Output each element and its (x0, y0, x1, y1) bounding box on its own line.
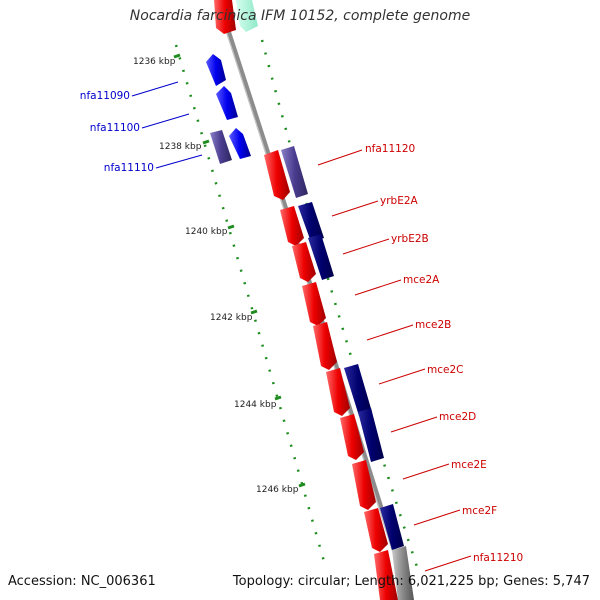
gene-yrbE2B-b[interactable] (308, 234, 334, 280)
gene-yrbE2B[interactable] (292, 242, 316, 282)
gene-yrbE2A[interactable] (280, 206, 304, 246)
gene-label-yrbE2B[interactable]: yrbE2B (391, 233, 429, 245)
gene-mce2B[interactable] (313, 322, 337, 370)
callout-line-nfa11090 (131, 81, 179, 97)
callout-line-nfa11210 (424, 555, 472, 572)
callout-line-mce2A (354, 279, 402, 296)
gene-label-mce2A[interactable]: mce2A (403, 274, 440, 286)
gene-nfa11110[interactable] (229, 128, 251, 159)
gene-label-mce2E[interactable]: mce2E (451, 459, 487, 471)
ruler-label-1240: 1240 kbp (185, 227, 228, 237)
ruler-left-track (174, 44, 327, 566)
gene-nfa11210[interactable] (374, 550, 398, 600)
gene-label-nfa11090[interactable]: nfa11090 (80, 90, 130, 102)
gene-label-nfa11100[interactable]: nfa11100 (90, 122, 140, 134)
gene-mce2F[interactable] (364, 508, 388, 552)
accession-label: Accession: NC_006361 (8, 574, 156, 589)
callout-line-nfa11100 (141, 113, 190, 129)
gene-yrbE2A-b[interactable] (298, 202, 324, 242)
callout-line-nfa11120 (317, 149, 363, 166)
callout-line-mce2E (402, 463, 450, 480)
gene-top-red[interactable] (214, 0, 236, 34)
gene-mce2D-b[interactable] (358, 408, 384, 462)
ruler-label-1236: 1236 kbp (133, 57, 176, 67)
gene-nfa11120-b[interactable] (281, 146, 308, 198)
ruler-label-1242: 1242 kbp (210, 313, 253, 323)
topology-label: Topology: circular; Length: 6,021,225 bp… (232, 574, 590, 589)
gene-top-teal[interactable] (236, 0, 258, 32)
callout-line-mce2F (413, 509, 461, 526)
callout-line-yrbE2A (331, 200, 379, 217)
gene-mce2F-b[interactable] (380, 504, 404, 550)
callout-line-yrbE2B (342, 238, 390, 255)
ruler-label-1238: 1238 kbp (159, 142, 202, 152)
gene-mce2A[interactable] (302, 282, 326, 326)
gene-mce2D[interactable] (340, 414, 364, 460)
page-title: Nocardia farcinica IFM 10152, complete g… (129, 8, 471, 24)
gene-nfa11100[interactable] (216, 86, 238, 120)
callout-line-mce2B (366, 324, 414, 341)
gene-mce2C[interactable] (326, 368, 350, 416)
ruler-label-1244: 1244 kbp (234, 400, 277, 410)
ruler-ticks (173, 53, 306, 488)
gene-nfa11110-a[interactable] (210, 130, 232, 164)
gene-label-mce2B[interactable]: mce2B (415, 319, 451, 331)
genome-stats: Topology: circular; Length: 6,021,225 bp… (233, 574, 590, 589)
gene-mce2C-b[interactable] (344, 364, 372, 416)
gene-mce2E[interactable] (352, 460, 376, 510)
gene-label-nfa11110[interactable]: nfa11110 (104, 162, 154, 174)
gene-label-nfa11210[interactable]: nfa11210 (473, 552, 523, 564)
callout-line-mce2D (390, 416, 438, 433)
gene-nfa11120[interactable] (264, 150, 290, 200)
gene-nfa11090[interactable] (206, 54, 226, 86)
gene-label-mce2D[interactable]: mce2D (439, 411, 476, 423)
gene-label-mce2C[interactable]: mce2C (427, 364, 463, 376)
gene-label-nfa11120[interactable]: nfa11120 (365, 143, 415, 155)
callout-line-mce2C (378, 368, 426, 385)
gene-label-mce2F[interactable]: mce2F (462, 505, 497, 517)
ruler-label-1246: 1246 kbp (256, 485, 299, 495)
gene-nfa11210-b[interactable] (392, 546, 414, 600)
callout-line-nfa11110 (155, 154, 203, 169)
gene-label-yrbE2A[interactable]: yrbE2A (380, 195, 419, 207)
